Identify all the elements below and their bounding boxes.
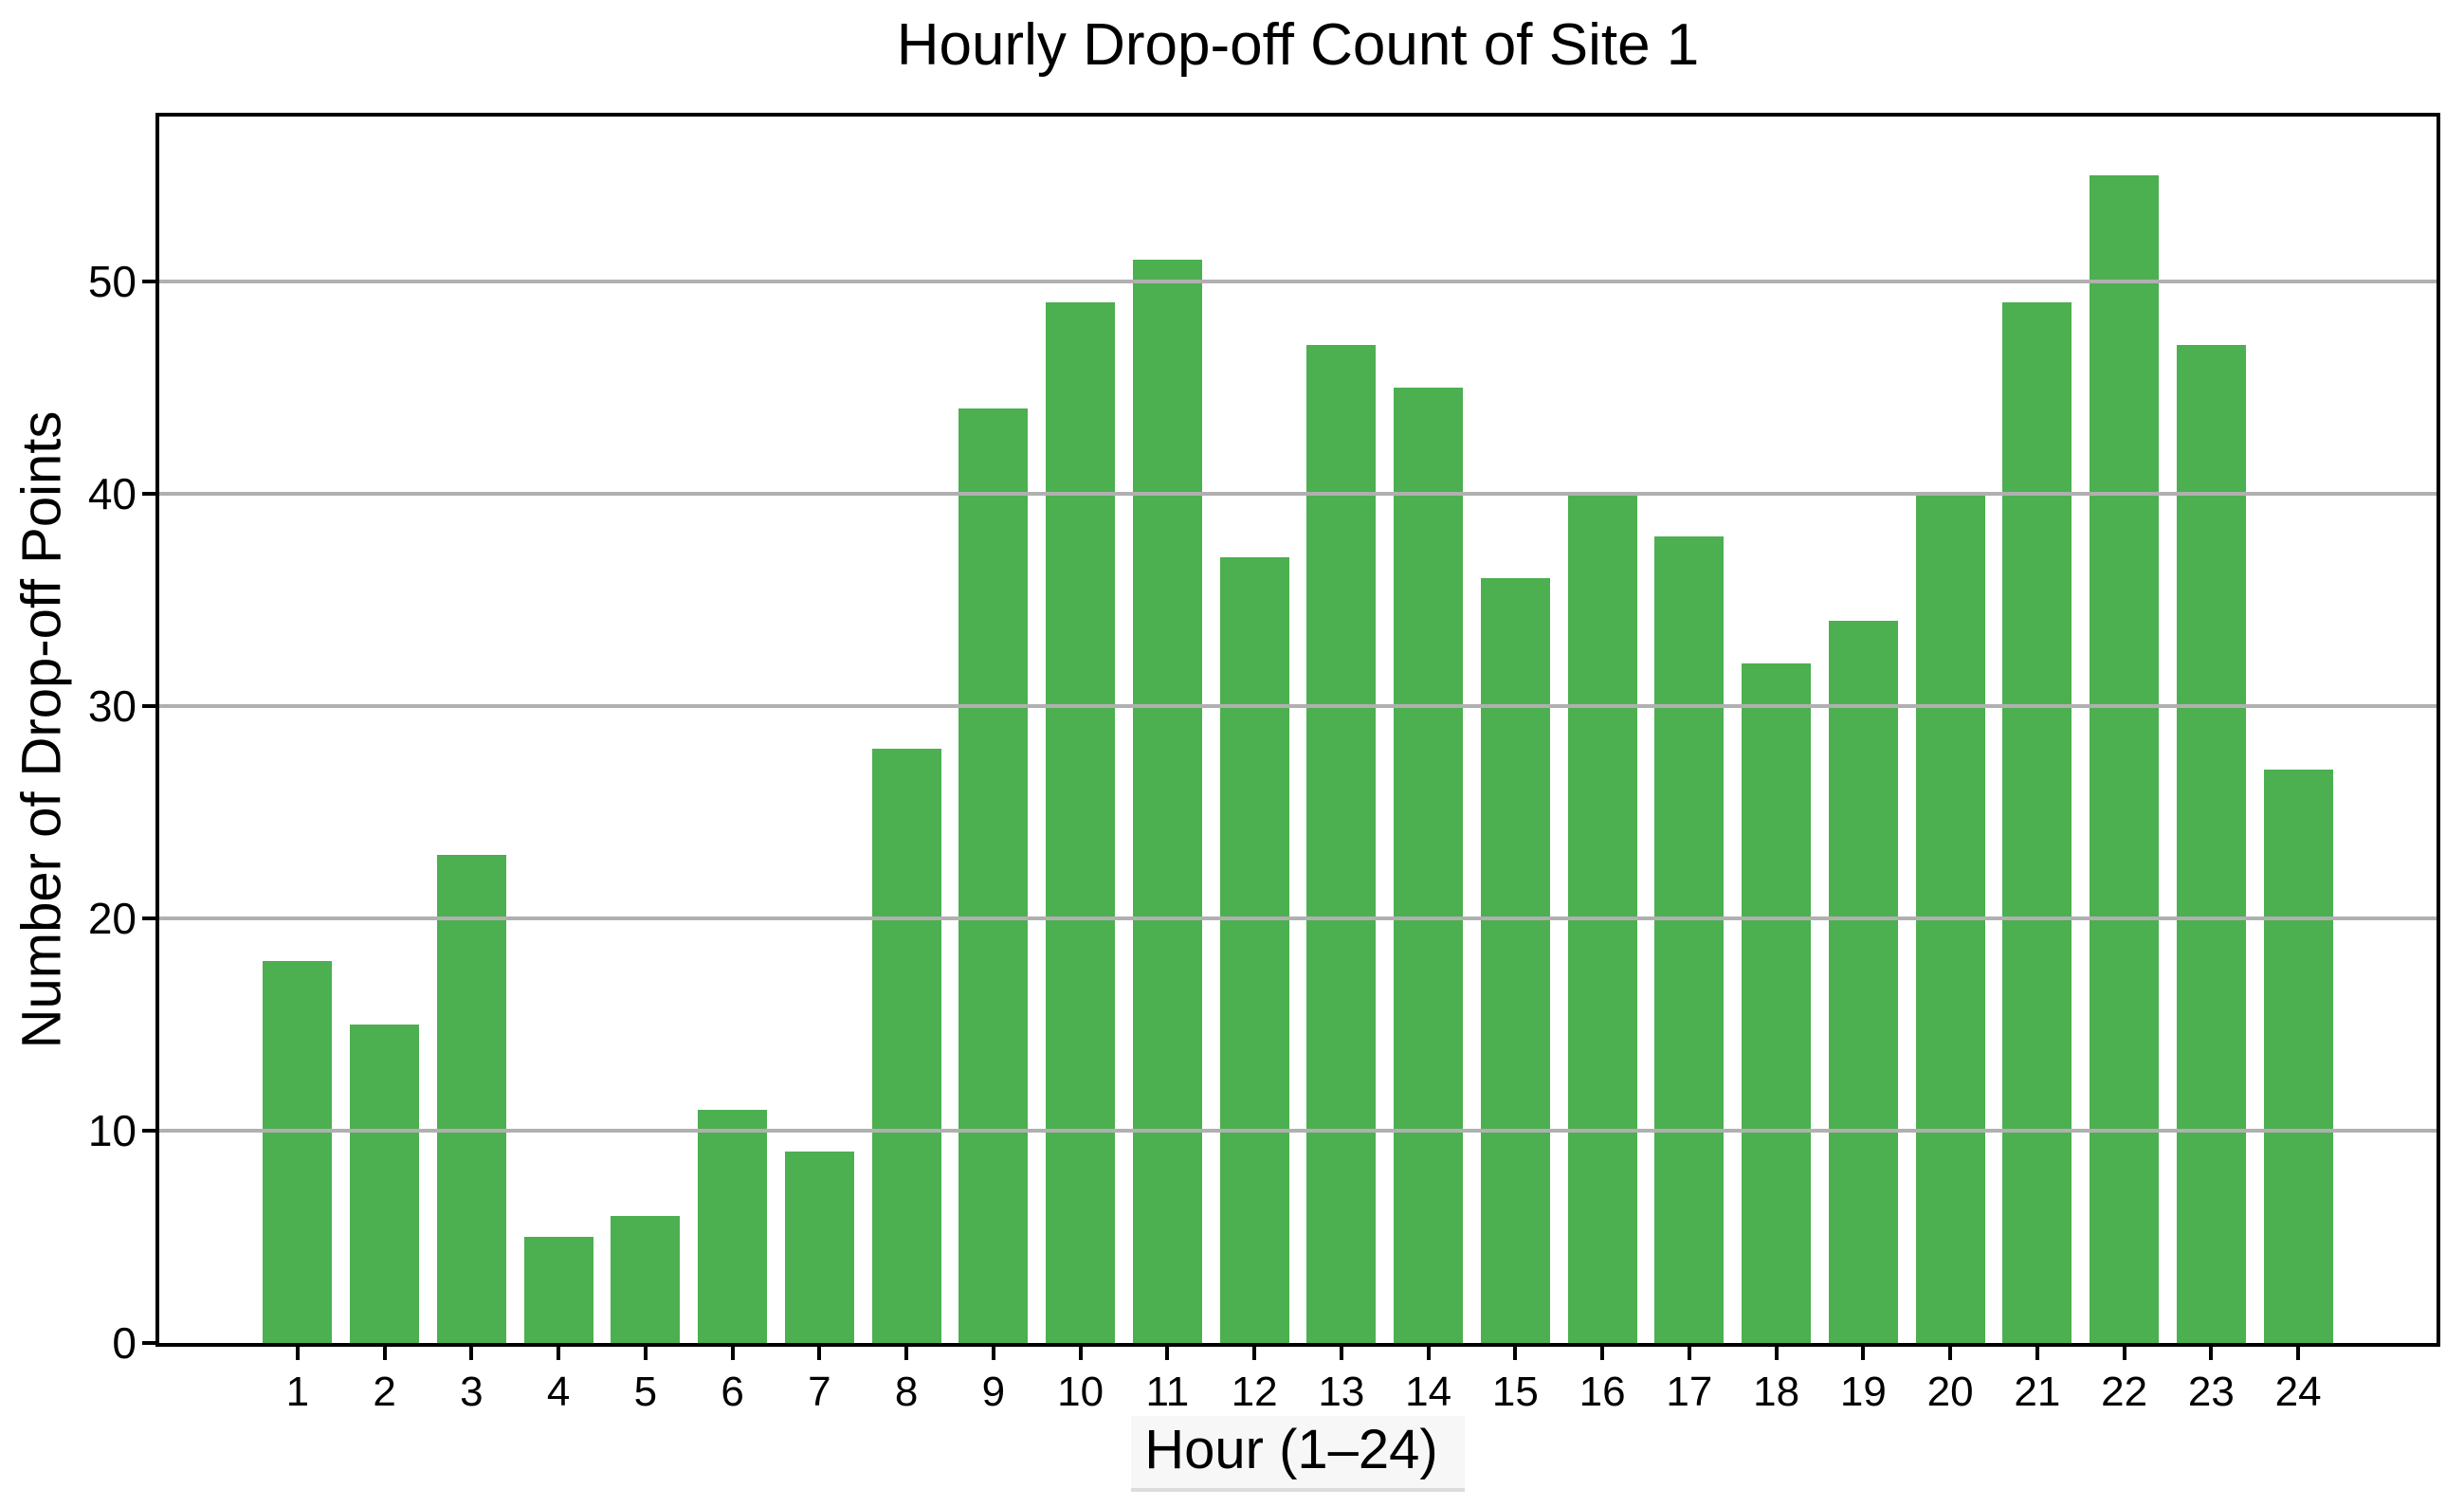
y-tick-mark-40 [142,491,155,496]
x-tick-label-11: 11 [1145,1369,1190,1415]
x-tick-mark-17 [1687,1347,1691,1360]
y-tick-label-50: 50 [87,256,137,306]
bar-hour-9 [958,408,1029,1343]
y-axis-label: Number of Drop-off Points [10,410,73,1049]
bar-hour-13 [1306,344,1377,1343]
x-tick-label-21: 21 [2014,1369,2061,1415]
x-tick-mark-16 [1600,1347,1605,1360]
x-tick-mark-11 [1165,1347,1170,1360]
x-tick-label-13: 13 [1318,1369,1365,1415]
bar-hour-21 [2002,302,2072,1343]
chart-title: Hourly Drop-off Count of Site 1 [896,12,1700,78]
bar-hour-15 [1480,578,1550,1343]
x-tick-label-14: 14 [1405,1369,1452,1415]
bar-hour-11 [1132,260,1202,1343]
y-tick-label-30: 30 [87,680,137,731]
x-tick-label-6: 6 [721,1369,744,1415]
y-tick-mark-10 [142,1128,155,1133]
y-tick-mark-0 [142,1341,155,1345]
x-tick-label-2: 2 [373,1369,396,1415]
x-tick-mark-5 [643,1347,648,1360]
x-tick-label-10: 10 [1057,1369,1104,1415]
bar-hour-24 [2263,770,2333,1343]
x-tick-label-20: 20 [1926,1369,1974,1415]
x-tick-mark-18 [1774,1347,1779,1360]
axis-spine-bottom [155,1343,2440,1347]
x-tick-mark-7 [817,1347,822,1360]
x-tick-mark-8 [904,1347,909,1360]
x-tick-mark-20 [1948,1347,1953,1360]
bar-hour-5 [611,1215,681,1343]
x-tick-label-18: 18 [1753,1369,1800,1415]
x-tick-mark-9 [991,1347,995,1360]
bar-hour-8 [871,748,941,1343]
x-axis-label-row: Hour (1–24) [159,1416,2437,1492]
bar-hour-2 [350,1024,420,1343]
x-tick-mark-12 [1252,1347,1257,1360]
x-axis-label: Hour (1–24) [1131,1416,1465,1492]
x-tick-mark-4 [557,1347,561,1360]
bar-hour-18 [1742,662,1812,1343]
x-tick-mark-19 [1861,1347,1866,1360]
bar-hour-14 [1394,387,1464,1343]
x-tick-label-4: 4 [546,1369,571,1415]
bar-hour-10 [1046,302,1116,1343]
x-tick-label-9: 9 [981,1369,1006,1415]
bar-hour-1 [263,960,333,1343]
bar-hour-7 [784,1152,854,1343]
x-tick-mark-21 [2035,1347,2039,1360]
bar-hour-6 [698,1109,768,1343]
x-tick-label-17: 17 [1666,1369,1713,1415]
x-tick-label-1: 1 [285,1369,310,1415]
gridline-y-20 [159,916,2437,920]
y-tick-label-40: 40 [87,468,137,518]
axis-spine-top [155,113,2440,117]
bar-hour-3 [436,854,506,1343]
x-tick-label-8: 8 [894,1369,919,1415]
x-tick-mark-2 [382,1347,387,1360]
x-tick-label-22: 22 [2101,1369,2148,1415]
gridline-y-40 [159,491,2437,496]
x-tick-label-12: 12 [1231,1369,1278,1415]
x-tick-mark-22 [2122,1347,2126,1360]
gridline-y-30 [159,703,2437,708]
y-tick-mark-20 [142,916,155,920]
gridline-y-50 [159,279,2437,283]
x-tick-label-15: 15 [1491,1369,1539,1415]
x-tick-label-5: 5 [633,1369,658,1415]
bar-hour-12 [1219,556,1289,1343]
y-tick-label-10: 10 [87,1105,137,1155]
x-tick-mark-15 [1513,1347,1518,1360]
x-tick-mark-23 [2209,1347,2214,1360]
bar-hour-23 [2176,344,2246,1343]
axis-spine-left [155,113,159,1347]
x-tick-label-3: 3 [460,1369,484,1415]
bar-hour-22 [2090,174,2160,1343]
y-tick-mark-30 [142,703,155,708]
y-tick-mark-50 [142,279,155,283]
x-tick-label-24: 24 [2274,1369,2322,1415]
x-tick-mark-1 [295,1347,300,1360]
bar-hour-4 [523,1236,593,1343]
x-tick-label-16: 16 [1579,1369,1626,1415]
plot-area [155,113,2440,1347]
x-tick-label-19: 19 [1839,1369,1887,1415]
x-tick-mark-6 [730,1347,735,1360]
gridline-y-10 [159,1128,2437,1133]
x-tick-mark-24 [2296,1347,2301,1360]
x-tick-label-7: 7 [808,1369,831,1415]
y-tick-label-0: 0 [112,1318,137,1368]
y-tick-label-20: 20 [87,893,137,943]
axis-spine-right [2437,113,2440,1347]
x-tick-mark-13 [1339,1347,1343,1360]
x-tick-mark-14 [1426,1347,1431,1360]
x-tick-label-23: 23 [2187,1369,2235,1415]
bar-hour-19 [1828,621,1898,1343]
x-tick-mark-3 [469,1347,474,1360]
x-tick-mark-10 [1078,1347,1083,1360]
bar-hour-17 [1654,535,1725,1343]
